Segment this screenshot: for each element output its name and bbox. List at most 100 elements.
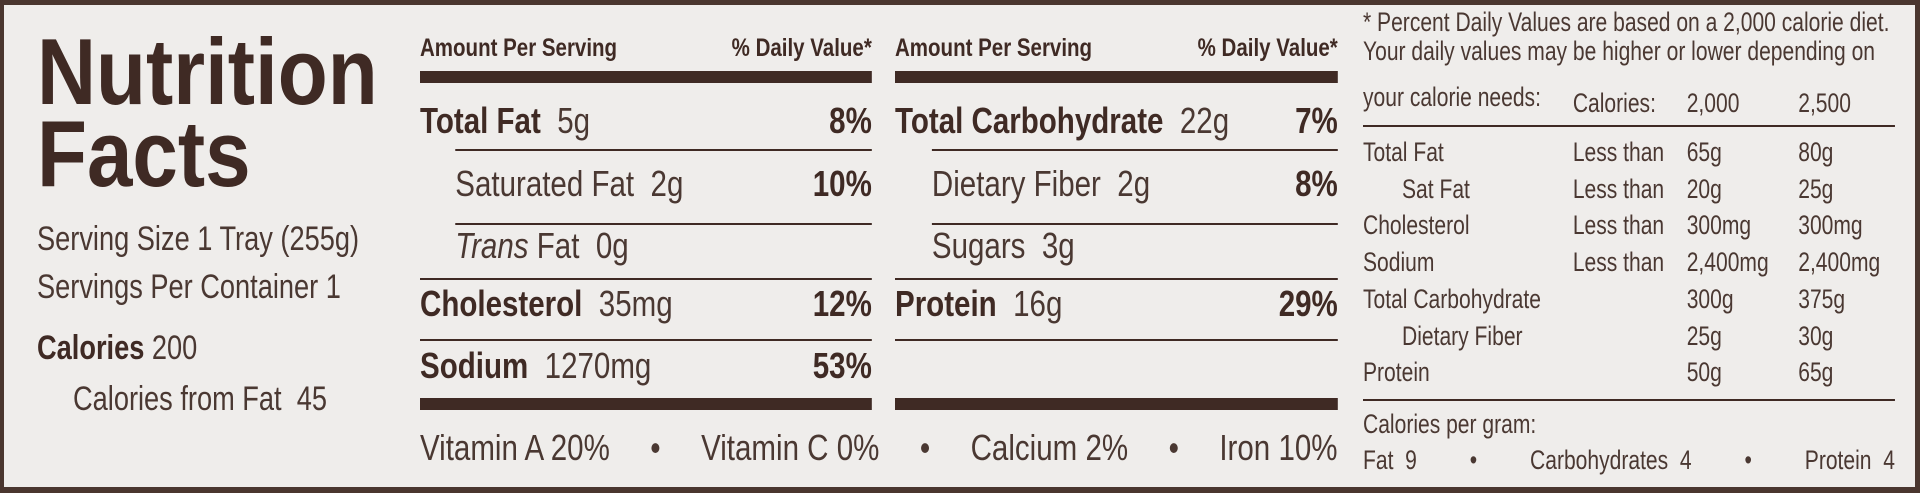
dv-table-2000: 25g — [1686, 321, 1722, 351]
serving-size: Serving Size 1 Tray (255g) — [37, 222, 359, 256]
dv-table-2500: 80g — [1798, 137, 1834, 167]
bullet: • — [919, 427, 931, 468]
calories-value: 200 — [151, 329, 198, 367]
nutrient-row-trans-fat: Trans Fat 0g — [455, 228, 628, 264]
vitamin-c: Vitamin C 0% — [701, 427, 880, 468]
calories-label: Calories — [37, 329, 145, 367]
per-gram-carbohydrates: Carbohydrates 4 — [1530, 445, 1692, 475]
amount-per-serving-header: Amount Per Serving — [420, 34, 618, 62]
calories-per-gram-label: Calories per gram: — [1363, 409, 1537, 439]
iron: Iron 10% — [1219, 427, 1338, 468]
per-gram-protein: Protein 4 — [1804, 445, 1895, 475]
footnote-line-1: * Percent Daily Values are based on a 2,… — [1363, 7, 1890, 37]
dv-table-2500: 30g — [1798, 321, 1834, 351]
dv-dietary-fiber: 8% — [1295, 163, 1338, 204]
nutrient-row-protein: Protein 16g — [895, 286, 1062, 322]
serving-size-label: Serving Size — [37, 220, 190, 258]
calories-from-fat-label: Calories from Fat — [73, 380, 282, 418]
daily-value-header: % Daily Value* — [1197, 34, 1338, 62]
dv-table-qualifier: Less than — [1572, 137, 1665, 167]
footnote-line-2: Your daily values may be higher or lower… — [1363, 36, 1876, 66]
bullet: • — [1168, 427, 1179, 468]
divider — [895, 339, 1338, 341]
calories-header-label: Calories: — [1572, 88, 1656, 118]
dv-table-2000: 300g — [1686, 284, 1734, 314]
title-panel: Nutrition Facts — [37, 0, 378, 493]
dv-table-2000: 65g — [1686, 137, 1722, 167]
nutrient-name: Dietary Fiber — [931, 163, 1101, 204]
servings-per-container: Servings Per Container 1 — [37, 270, 341, 304]
dv-table-name: Sat Fat — [1402, 174, 1470, 204]
nutrient-row-total-fat: Total Fat 5g — [420, 103, 590, 139]
daily-value-header: % Daily Value* — [731, 34, 872, 62]
dv-table-2500: 300mg — [1798, 210, 1863, 240]
nutrient-column-1: Amount Per Serving % Daily Value* Total … — [420, 0, 872, 493]
title-facts: Facts — [37, 101, 251, 206]
serving-size-value: 1 Tray (255g) — [197, 220, 360, 258]
footnote-panel: * Percent Daily Values are based on a 2,… — [1363, 0, 1895, 493]
nutrient-amount: 3g — [1041, 225, 1075, 266]
dv-table-qualifier: Less than — [1572, 210, 1665, 240]
divider — [1363, 399, 1895, 401]
nutrient-amount: 2g — [650, 163, 684, 204]
nutrient-row-saturated-fat: Saturated Fat 2g — [455, 166, 683, 202]
dv-cholesterol: 12% — [812, 283, 872, 324]
dv-table-2500: 375g — [1798, 284, 1846, 314]
calories-per-gram-list: Fat 9 • Carbohydrates 4 • Protein 4 — [1363, 447, 1895, 474]
dv-table-2500: 25g — [1798, 174, 1834, 204]
dv-sodium: 53% — [812, 345, 872, 386]
bullet: • — [1469, 445, 1478, 475]
dv-table-name: Sodium — [1363, 247, 1435, 277]
bullet: • — [650, 427, 661, 468]
nutrient-name: Total Fat — [420, 100, 541, 141]
dv-protein: 29% — [1278, 283, 1338, 324]
nutrient-name-italic: Trans — [455, 225, 529, 266]
dv-table-2000: 50g — [1686, 357, 1722, 387]
nutrient-column-2: Amount Per Serving % Daily Value* Total … — [895, 0, 1338, 493]
nutrient-name: Sugars — [931, 225, 1026, 266]
calories-2500: 2,500 — [1798, 88, 1851, 118]
per-gram-fat: Fat 9 — [1363, 445, 1417, 475]
servings-per-container-label: Servings Per Container — [37, 268, 319, 306]
nutrient-name: Cholesterol — [420, 283, 583, 324]
divider — [895, 278, 1338, 280]
dv-total-carbohydrate: 7% — [1295, 100, 1338, 141]
serving-info: Serving Size 1 Tray (255g) Servings Per … — [37, 0, 389, 493]
thick-divider — [895, 398, 1338, 410]
thick-divider — [420, 398, 872, 410]
nutrient-amount: 22g — [1179, 100, 1230, 141]
nutrient-name: Protein — [895, 283, 997, 324]
nutrient-row-cholesterol: Cholesterol 35mg — [420, 286, 673, 322]
nutrient-row-sugars: Sugars 3g — [932, 228, 1075, 264]
dv-table-name: Dietary Fiber — [1402, 321, 1523, 351]
nutrient-name: Total Carbohydrate — [895, 100, 1164, 141]
nutrient-row-total-carbohydrate: Total Carbohydrate 22g — [895, 103, 1229, 139]
dv-table-2500: 2,400mg — [1798, 247, 1881, 277]
nutrient-name: Sodium — [420, 345, 529, 386]
calories: Calories 200 — [37, 331, 197, 365]
title-nutrition: Nutrition — [37, 19, 378, 124]
divider — [931, 223, 1338, 225]
calories-from-fat-value: 45 — [296, 380, 327, 418]
dv-table-name: Total Carbohydrate — [1363, 284, 1541, 314]
divider — [420, 339, 872, 341]
dv-total-fat: 8% — [829, 100, 872, 141]
dv-table-2000: 2,400mg — [1686, 247, 1769, 277]
divider — [455, 223, 872, 225]
footnote-line-3: your calorie needs: — [1363, 82, 1541, 112]
divider — [455, 149, 872, 151]
dv-table-2000: 20g — [1686, 174, 1722, 204]
dv-table-2000: 300mg — [1686, 210, 1752, 240]
calories-2000: 2,000 — [1686, 88, 1740, 118]
vitamins-list: Vitamin A 20% • Vitamin C 0% • Calcium 2… — [420, 430, 1338, 466]
nutrient-row-sodium: Sodium 1270mg — [420, 348, 651, 384]
nutrient-amount: 35mg — [598, 283, 673, 324]
amount-per-serving-header: Amount Per Serving — [895, 34, 1093, 62]
nutrient-amount: 16g — [1013, 283, 1063, 324]
thick-divider — [420, 71, 872, 83]
dv-table-name: Total Fat — [1363, 137, 1444, 167]
dv-table-name: Protein — [1363, 357, 1430, 387]
nutrient-name: Fat — [536, 225, 580, 266]
divider — [420, 278, 872, 280]
